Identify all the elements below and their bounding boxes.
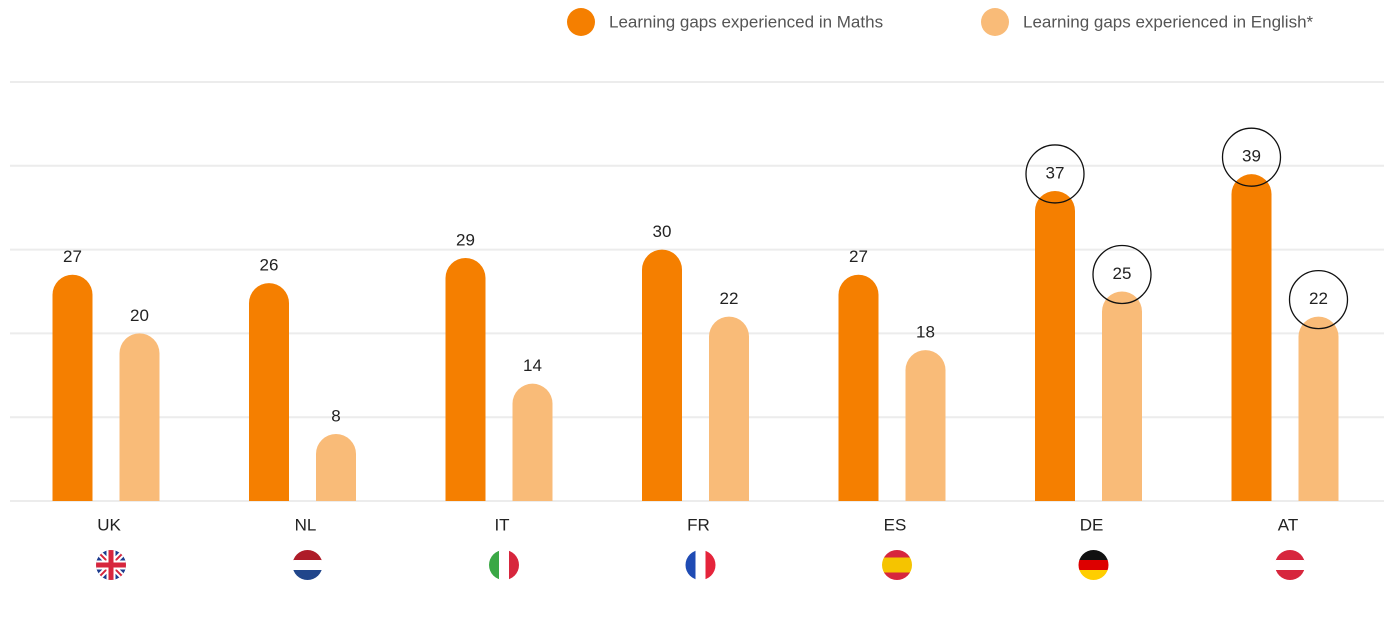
highlight-ring — [1092, 244, 1152, 305]
value-label: 29 — [456, 230, 475, 249]
value-label: 26 — [260, 256, 279, 275]
bar — [445, 257, 486, 501]
flag-part — [1078, 570, 1109, 580]
bar — [1035, 190, 1075, 501]
value-label: 30 — [653, 222, 672, 241]
bar — [512, 383, 553, 501]
bar — [1102, 291, 1142, 501]
legend-swatch — [567, 8, 595, 36]
value-label: 37 — [1046, 163, 1065, 182]
x-tick-label: DE — [1080, 515, 1104, 534]
flag-part — [1275, 560, 1305, 571]
bar — [905, 350, 946, 501]
value-label: 18 — [916, 323, 935, 342]
flag-icon — [685, 550, 716, 580]
flag-icon — [1078, 550, 1109, 580]
flag-part — [882, 550, 912, 558]
flag-part — [292, 550, 323, 561]
value-label: 27 — [63, 247, 82, 266]
legend-label: Learning gaps experienced in Maths — [609, 12, 883, 31]
flag-part — [882, 572, 912, 580]
flag-part — [489, 550, 500, 580]
flag-part — [509, 550, 519, 580]
highlight-ring — [1221, 127, 1282, 187]
flag-part — [96, 550, 126, 580]
value-label: 22 — [1309, 289, 1328, 308]
value-label: 8 — [331, 406, 340, 425]
bar — [1231, 174, 1272, 501]
legend-label: Learning gaps experienced in English* — [1023, 12, 1314, 31]
flag-part — [685, 550, 696, 580]
x-tick-label: IT — [494, 515, 509, 534]
highlight-ring — [1288, 269, 1349, 330]
flag-icon — [292, 550, 323, 580]
bar — [1298, 316, 1339, 501]
flag-part — [1078, 550, 1109, 561]
flag-icon — [882, 550, 912, 580]
x-tick-label: UK — [97, 515, 121, 534]
x-tick-label: FR — [687, 515, 710, 534]
flag-icon — [1275, 550, 1305, 580]
flag-part — [695, 550, 706, 580]
highlight-ring — [1025, 144, 1085, 204]
value-label: 20 — [130, 306, 149, 325]
flag-part — [1078, 560, 1109, 571]
bar — [249, 283, 289, 501]
bar — [838, 274, 879, 501]
bar — [119, 333, 160, 501]
flag-part — [1275, 550, 1305, 561]
x-tick-label: NL — [295, 515, 317, 534]
bar — [52, 274, 93, 501]
bar — [642, 249, 683, 501]
flag-part — [882, 557, 912, 573]
flag-part — [292, 570, 323, 580]
value-label: 14 — [523, 356, 542, 375]
flag-part — [499, 550, 510, 580]
flag-part — [705, 550, 716, 580]
bar — [709, 316, 749, 501]
flag-part — [292, 560, 323, 571]
flag-icon — [96, 550, 126, 580]
value-label: 25 — [1113, 264, 1132, 283]
flag-part — [1275, 570, 1305, 580]
bar — [316, 433, 357, 501]
value-label: 27 — [849, 247, 868, 266]
value-label: 39 — [1242, 147, 1261, 166]
legend-swatch — [981, 8, 1009, 36]
x-tick-label: ES — [884, 515, 907, 534]
flag-icon — [489, 550, 519, 580]
value-label: 22 — [720, 289, 739, 308]
x-tick-label: AT — [1278, 515, 1298, 534]
